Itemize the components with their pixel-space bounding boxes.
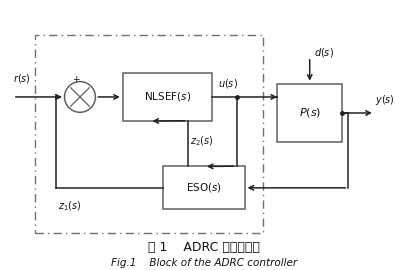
- Text: NLSEF$(s)$: NLSEF$(s)$: [144, 90, 191, 103]
- Text: $r(s)$: $r(s)$: [13, 72, 31, 85]
- Text: $P(s)$: $P(s)$: [299, 106, 321, 120]
- Text: 图 1    ADRC 控制器结构: 图 1 ADRC 控制器结构: [148, 241, 260, 255]
- Text: Fig.1    Block of the ADRC controller: Fig.1 Block of the ADRC controller: [111, 258, 297, 268]
- Text: $z_1(s)$: $z_1(s)$: [58, 200, 81, 213]
- Bar: [277, 84, 342, 142]
- Bar: [35, 35, 263, 233]
- Text: $d(s)$: $d(s)$: [314, 46, 334, 59]
- Bar: [123, 73, 212, 121]
- Text: $z_2(s)$: $z_2(s)$: [190, 134, 213, 148]
- Text: +: +: [71, 75, 79, 84]
- Bar: [163, 166, 245, 209]
- Ellipse shape: [64, 82, 95, 112]
- Text: −: −: [54, 92, 62, 102]
- Text: $u(s)$: $u(s)$: [218, 77, 238, 90]
- Text: ESO$(s)$: ESO$(s)$: [186, 181, 222, 194]
- Text: $y(s)$: $y(s)$: [375, 93, 395, 107]
